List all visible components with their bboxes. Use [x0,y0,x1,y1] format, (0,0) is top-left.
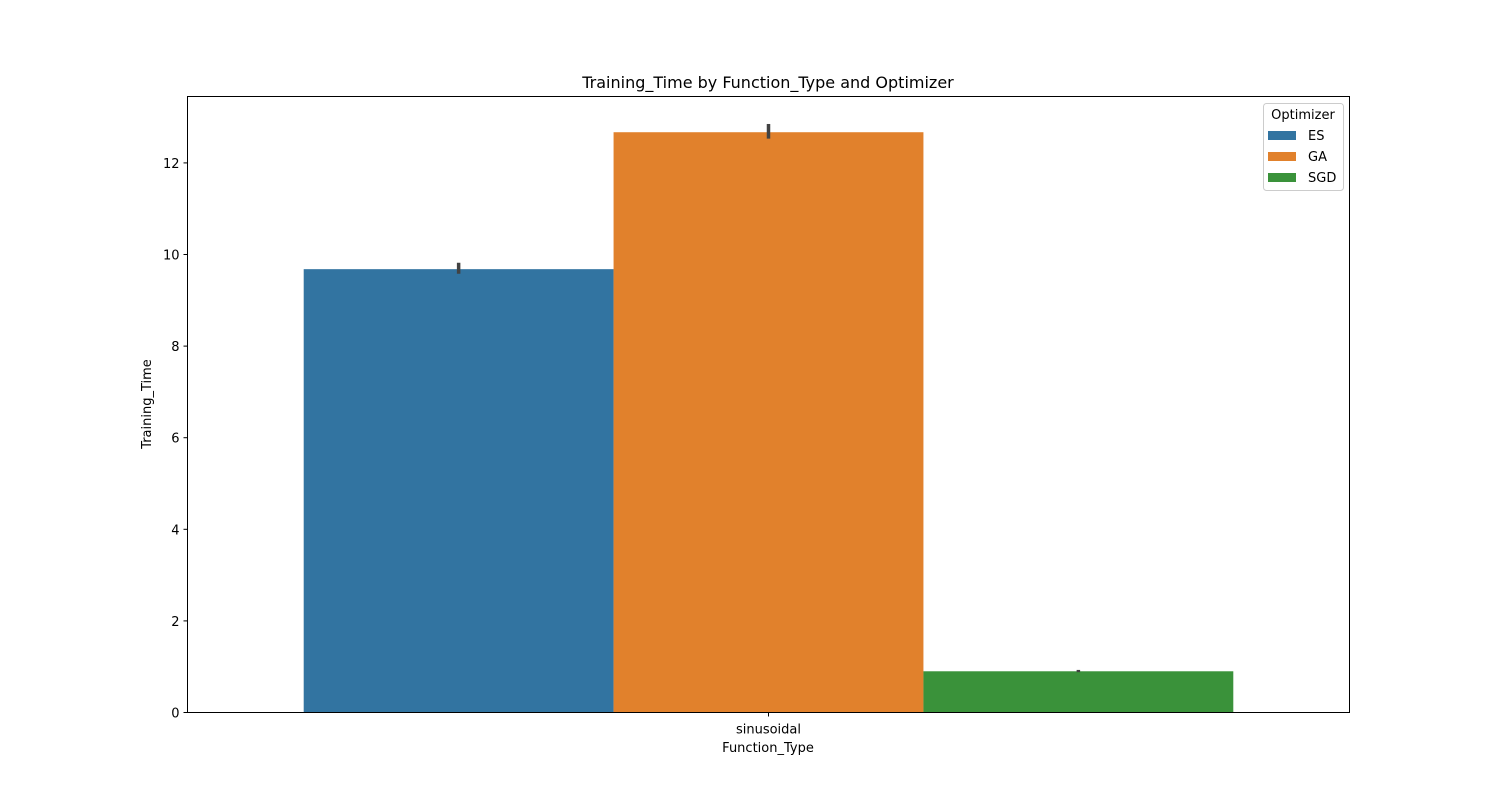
legend-label-ga: GA [1308,150,1327,165]
chart-title: Training_Time by Function_Type and Optim… [581,73,954,93]
y-tick-label: 6 [171,432,179,447]
y-tick-label: 2 [171,615,179,630]
y-axis: 0 2 4 6 8 10 12 [163,157,188,722]
bar-ga [613,132,924,713]
legend-swatch-ga [1268,152,1296,161]
y-tick-label: 10 [163,249,180,264]
x-axis: sinusoidal [736,712,801,738]
bar-sgd [923,671,1234,713]
y-tick-label: 4 [171,523,179,538]
legend-title: Optimizer [1271,108,1335,123]
x-tick-label: sinusoidal [736,723,801,738]
x-axis-label: Function_Type [722,741,814,756]
y-axis-label: Training_Time [140,359,155,450]
y-tick-label: 8 [171,340,179,355]
legend-swatch-sgd [1268,173,1296,182]
y-tick-label: 12 [163,157,180,172]
legend: Optimizer ES GA SGD [1263,103,1344,191]
y-tick-label: 0 [171,707,179,722]
legend-swatch-es [1268,131,1296,140]
legend-box [1263,103,1344,191]
errorbars-group [456,123,1081,673]
legend-label-es: ES [1308,129,1324,144]
bars-group [303,132,1234,713]
bar-es [303,269,614,713]
legend-items: ES GA SGD [1268,129,1336,186]
legend-label-sgd: SGD [1308,171,1336,186]
